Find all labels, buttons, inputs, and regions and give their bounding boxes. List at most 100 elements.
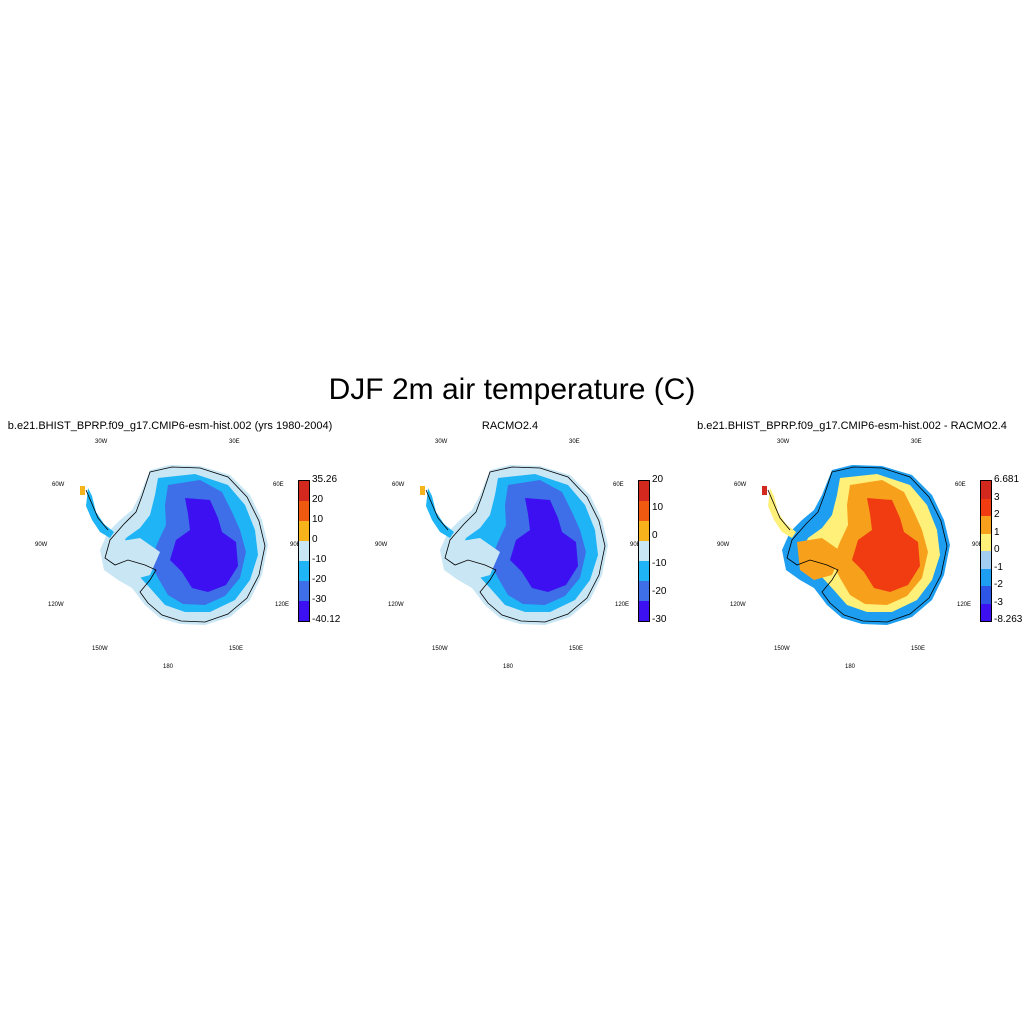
longitude-label: 90E [972, 542, 983, 548]
colorbar-tick-label: 2 [994, 509, 1000, 520]
colorbar-segment [981, 586, 991, 604]
longitude-label: 150W [774, 646, 790, 652]
peninsula-tip-field [420, 486, 425, 495]
colorbar-tick-label: 1 [994, 526, 1000, 538]
colorbar-tick-label: -10 [652, 558, 667, 569]
colorbar-segment [639, 561, 649, 581]
panel-model: b.e21.BHIST_BPRP.f09_g17.CMIP6-esm-hist.… [0, 420, 341, 690]
colorbar-tick-label: 35.26 [312, 474, 338, 485]
longitude-label: 120E [957, 602, 972, 608]
ice-shelf-field [797, 538, 842, 580]
longitude-label: 30E [229, 439, 240, 445]
peninsula-coastline [767, 489, 791, 531]
colorbar-segment [639, 581, 649, 601]
colorbar-tick-label: -2 [994, 579, 1003, 590]
ice-shelf-field [455, 538, 500, 580]
coastline [104, 466, 266, 623]
colorbar-segment [299, 541, 309, 561]
longitude-label: 30E [569, 439, 580, 445]
longitude-label: 60E [273, 482, 284, 488]
colorbar-tick-label: 6.681 [994, 474, 1020, 485]
longitude-label: 150E [569, 646, 584, 652]
colorbar-tick-label: -1 [994, 561, 1003, 573]
colorbar-segment [981, 533, 991, 551]
longitude-label: 180 [503, 664, 514, 670]
colorbar-tick-label: 10 [652, 502, 664, 513]
longitude-label: 90W [717, 542, 730, 548]
longitude-label: 60E [613, 482, 624, 488]
panel-difference: b.e21.BHIST_BPRP.f09_g17.CMIP6-esm-hist.… [682, 420, 1022, 690]
antarctica-map [80, 465, 268, 625]
colorbar-tick-label: 20 [312, 494, 324, 505]
colorbar-segment [299, 581, 309, 601]
colorbar-tick-label: 20 [652, 474, 664, 485]
longitude-label: 120E [615, 602, 630, 608]
colorbar-segment [299, 481, 309, 501]
colorbar-tick-label: -10 [312, 554, 327, 565]
colorbar-segment [639, 541, 649, 561]
longitude-label: 180 [163, 664, 174, 670]
antarctica-map [420, 465, 608, 625]
longitude-label: 150W [92, 646, 108, 652]
colorbar [980, 480, 992, 622]
longitude-label: 120W [730, 602, 746, 608]
colorbar-tick-label: 0 [312, 534, 318, 545]
core-field [510, 498, 578, 592]
colorbar-segment [299, 561, 309, 581]
colorbar-tick-label: 0 [652, 530, 658, 541]
longitude-label: 150E [911, 646, 926, 652]
core-field [852, 498, 920, 592]
colorbar-tick-label: -3 [994, 596, 1003, 608]
longitude-label: 30W [435, 439, 448, 445]
longitude-label: 180 [845, 664, 856, 670]
colorbar-segment [639, 501, 649, 521]
longitude-label: 30E [911, 439, 922, 445]
colorbar-segment [981, 551, 991, 569]
colorbar-segment [639, 601, 649, 621]
peninsula-coastline [85, 489, 109, 531]
longitude-label: 120E [275, 602, 290, 608]
colorbar-tick-label: -8.263 [994, 614, 1023, 625]
ice-shelf-field [115, 538, 160, 580]
longitude-label: 30W [95, 439, 108, 445]
panel-title: b.e21.BHIST_BPRP.f09_g17.CMIP6-esm-hist.… [697, 420, 1007, 432]
longitude-label: 60W [734, 482, 747, 488]
colorbar-tick-label: -20 [652, 586, 667, 597]
colorbar-tick-label: 0 [994, 544, 1000, 555]
longitude-label: 90W [375, 542, 388, 548]
figure-title: DJF 2m air temperature (C) [328, 373, 696, 406]
colorbar-tick-label: 10 [312, 514, 324, 525]
longitude-label: 30W [777, 439, 790, 445]
panel-racmo: RACMO2.4 30W 30E 60W 60E 90W 90E 120W 120E 150W 1… [340, 420, 680, 690]
antarctica-map [762, 465, 950, 625]
colorbar-tick-label: -40.12 [312, 614, 341, 625]
peninsula-tip-field [80, 486, 85, 495]
longitude-label: 120W [388, 602, 404, 608]
colorbar-segment [981, 516, 991, 534]
core-field [170, 498, 238, 592]
colorbar [638, 480, 650, 622]
colorbar-segment [981, 481, 991, 499]
panel-title: b.e21.BHIST_BPRP.f09_g17.CMIP6-esm-hist.… [7, 420, 333, 432]
longitude-label: 90E [630, 542, 641, 548]
peninsula-tip-field [762, 486, 767, 495]
colorbar-segment [981, 568, 991, 586]
longitude-label: 60W [52, 482, 65, 488]
colorbar-segment [981, 498, 991, 516]
longitude-label: 120W [48, 602, 64, 608]
longitude-label: 90W [35, 542, 48, 548]
peninsula-field [768, 488, 796, 538]
colorbar [298, 480, 310, 622]
coastline [786, 466, 948, 623]
panel-title: RACMO2.4 [481, 420, 539, 432]
colorbar-segment [299, 601, 309, 621]
colorbar-tick-label: 3 [994, 491, 1000, 503]
longitude-label: 150E [229, 646, 244, 652]
colorbar-segment [639, 481, 649, 501]
longitude-label: 60W [392, 482, 405, 488]
peninsula-field [426, 488, 454, 538]
colorbar-tick-label: -30 [312, 594, 327, 605]
colorbar-segment [639, 521, 649, 541]
colorbar-tick-label: -30 [652, 614, 667, 625]
longitude-label: 150W [432, 646, 448, 652]
